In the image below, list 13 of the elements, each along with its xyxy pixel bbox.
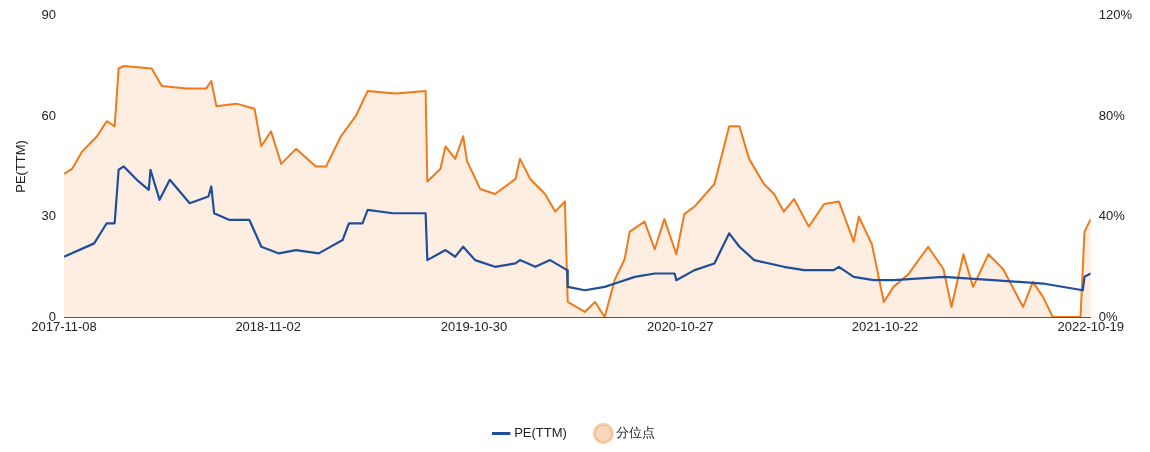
y-axis-title: PE(TTM): [13, 140, 29, 193]
legend-label: PE(TTM): [514, 425, 567, 441]
x-tick-label: 2019-10-30: [440, 319, 508, 335]
y2-tick-label: 80%: [1098, 107, 1126, 123]
x-tick-label: 2018-11-02: [235, 319, 301, 335]
y-tick-label: 90: [41, 7, 57, 23]
y-tick-label: 60: [41, 107, 57, 123]
y-tick-label: 30: [41, 208, 57, 224]
y2-tick-label: 40%: [1098, 208, 1126, 224]
x-tick-label: 2020-10-27: [647, 319, 714, 335]
x-tick-label: 2021-10-22: [851, 319, 919, 335]
y2-tick-label: 120%: [1098, 7, 1133, 23]
legend-label: 分位点: [616, 425, 656, 441]
